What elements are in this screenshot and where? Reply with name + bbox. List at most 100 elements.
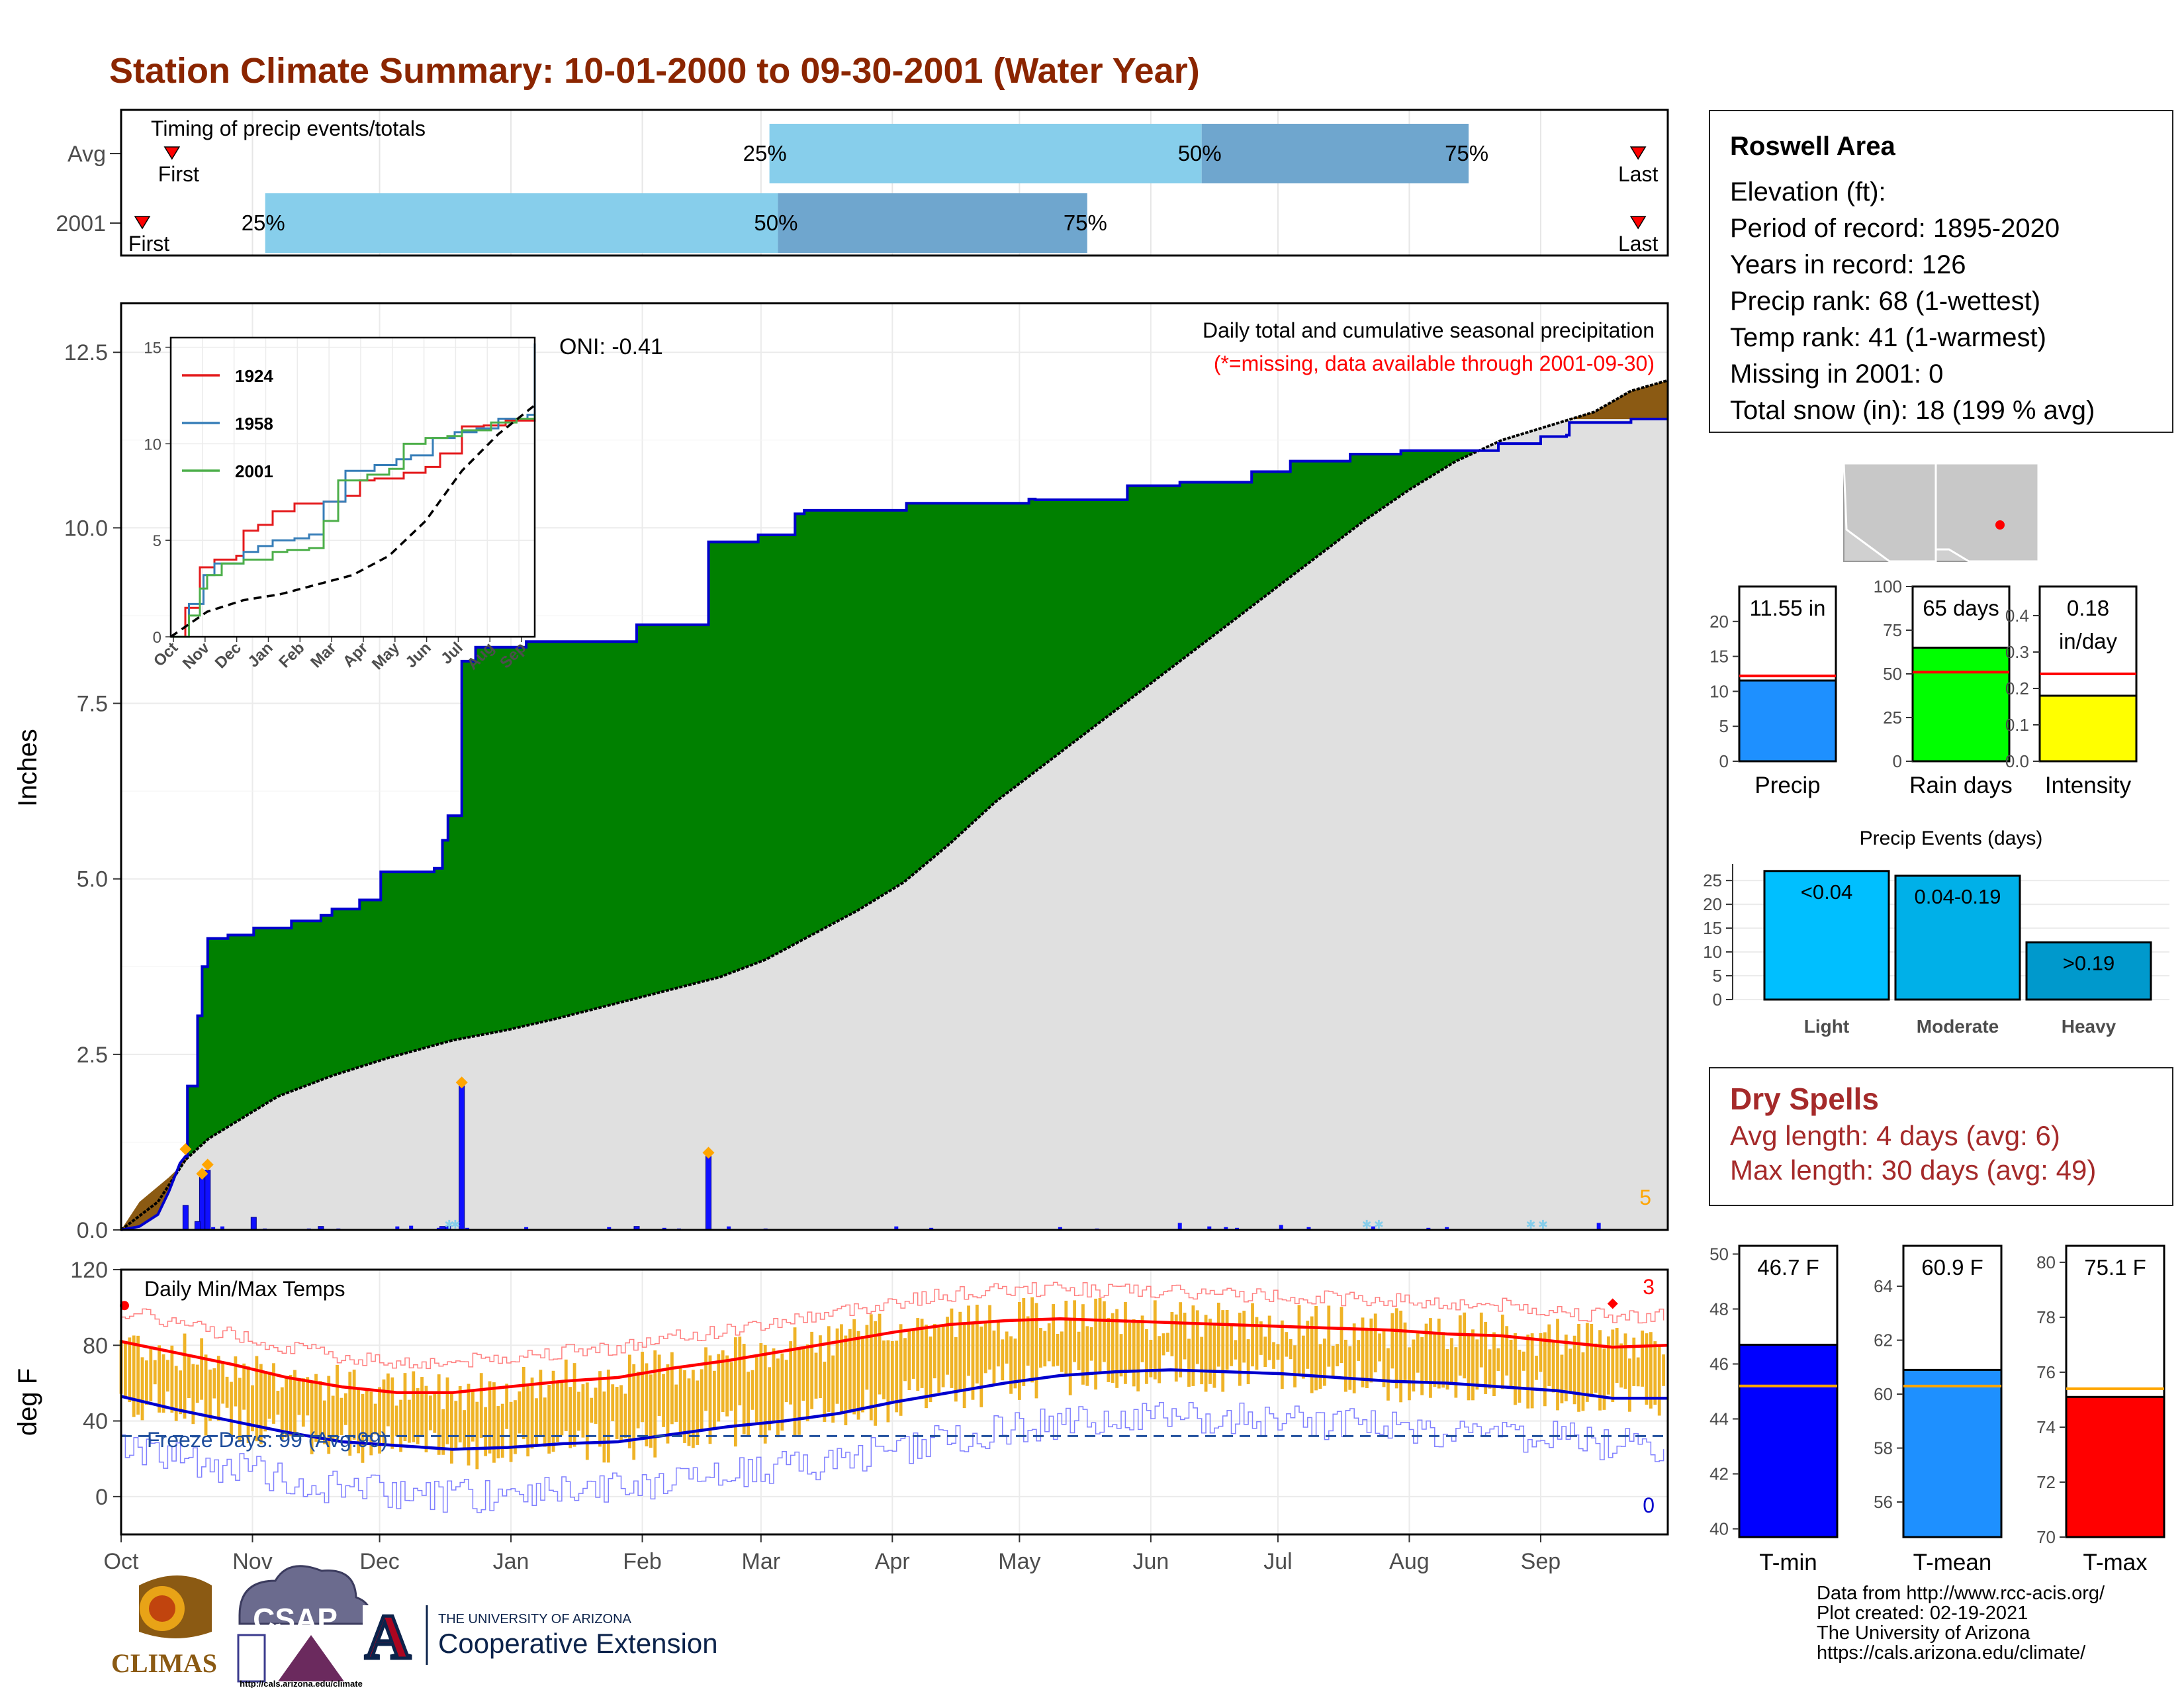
daily-temp-bar	[1187, 1338, 1191, 1387]
daily-temp-bar	[1594, 1343, 1598, 1393]
daily-temp-bar	[886, 1340, 890, 1423]
daily-temp-bar	[556, 1382, 559, 1442]
inset-ytick-label: 5	[153, 532, 161, 550]
daily-temp-bar	[467, 1383, 471, 1466]
daily-temp-bar	[789, 1341, 793, 1405]
daily-temp-bar	[221, 1362, 225, 1404]
daily-temp-bar	[1373, 1313, 1377, 1373]
daily-temp-bar	[1158, 1336, 1161, 1383]
daily-temp-bar	[522, 1366, 525, 1440]
precip-events-title: Precip Events (days)	[1860, 827, 2043, 849]
daily-temp-bar	[827, 1326, 831, 1412]
daily-temp-bar	[632, 1364, 636, 1460]
summary-bar-ytick-label: 50	[1883, 664, 1902, 684]
daily-precip-bar-small	[1177, 1223, 1182, 1230]
daily-precip-bar	[182, 1205, 189, 1231]
timing-row-label: 2001	[56, 211, 106, 236]
daily-temp-bar	[577, 1391, 580, 1431]
daily-precip-bar-small	[607, 1227, 612, 1230]
precip-event-bar-heavy	[2025, 941, 2152, 1001]
dry-spells-avg: Avg length: 4 days (avg: 6)	[1730, 1120, 2060, 1151]
precip-event-value: >0.19	[2063, 952, 2115, 975]
station-years: Years in record: 126	[1730, 250, 1966, 279]
daily-temp-bar	[479, 1373, 483, 1438]
daily-temp-bar	[518, 1391, 522, 1434]
daily-temp-bar	[844, 1335, 848, 1426]
daily-temp-bar	[1424, 1323, 1428, 1383]
daily-temp-bar	[399, 1399, 402, 1452]
daily-temp-bar	[1318, 1344, 1322, 1389]
temp-bar-t-max	[2065, 1395, 2165, 1538]
daily-temp-bar	[1463, 1312, 1467, 1379]
daily-temp-bar	[416, 1388, 420, 1444]
precip-caption: Daily total and cumulative seasonal prec…	[1203, 318, 1655, 342]
daily-temp-bar	[1128, 1323, 1132, 1370]
daily-temp-bar	[1094, 1298, 1098, 1390]
daily-temp-bar	[564, 1359, 568, 1431]
daily-temp-bar	[280, 1387, 284, 1440]
daily-temp-bar	[1606, 1336, 1610, 1395]
daily-temp-bar	[1343, 1339, 1347, 1392]
precip-events-ytick-label: 0	[1713, 990, 1722, 1009]
daily-temp-bar	[1623, 1333, 1627, 1389]
month-label: Jul	[1263, 1549, 1292, 1574]
summary-bar-precip	[1738, 679, 1837, 763]
timing-bar-25-50	[769, 124, 1202, 183]
daily-temp-bar	[1632, 1337, 1636, 1386]
daily-temp-bar	[819, 1335, 822, 1399]
daily-temp-bar	[132, 1335, 136, 1417]
record-min-line	[121, 1402, 1664, 1513]
daily-temp-bar	[234, 1356, 238, 1407]
daily-temp-bar	[725, 1355, 729, 1417]
daily-temp-bar	[1437, 1318, 1441, 1389]
daily-temp-bar	[1365, 1327, 1369, 1388]
dry-spells-box: Dry Spells Avg length: 4 days (avg: 6) M…	[1709, 1067, 2173, 1206]
ua-logo-line2: Cooperative Extension	[438, 1628, 718, 1659]
temp-bar-value: 46.7 F	[1757, 1255, 1819, 1280]
daily-temp-bar	[606, 1370, 610, 1463]
daily-temp-bar	[941, 1324, 945, 1387]
temp-ytick-label: 0	[95, 1485, 108, 1510]
daily-temp-bar	[861, 1336, 864, 1413]
summary-bar-value: 0.18	[2067, 596, 2109, 620]
daily-temp-bar	[1488, 1349, 1492, 1389]
daily-temp-bar	[187, 1356, 191, 1399]
daily-temp-bar	[954, 1336, 958, 1402]
daily-temp-bar	[343, 1393, 347, 1425]
summary-bar-ytick-label: 0.3	[2005, 642, 2029, 662]
daily-temp-bar	[793, 1327, 797, 1437]
precip-events-chart: Precip Events (days) 0 5 10 15 20 25 <0.04 Light…	[1703, 827, 2169, 1037]
daily-temp-bar	[878, 1313, 882, 1395]
daily-temp-bar	[810, 1331, 814, 1409]
deficit-area-late	[1569, 380, 1668, 419]
daily-temp-bar	[627, 1354, 631, 1448]
precip-ytick-label: 2.5	[77, 1043, 108, 1068]
daily-temp-bar	[1484, 1321, 1488, 1394]
temp-bar-ytick-label: 78	[2036, 1307, 2056, 1327]
daily-temp-bar	[569, 1387, 572, 1448]
daily-temp-bar	[1314, 1305, 1318, 1391]
temp-bar-ytick-label: 42	[1709, 1464, 1729, 1484]
daily-temp-bar	[1153, 1300, 1157, 1380]
temp-bar-ytick-label: 56	[1874, 1492, 1893, 1512]
daily-temp-bar	[1420, 1337, 1424, 1395]
daily-temp-bar	[195, 1364, 199, 1403]
daily-precip-bar	[705, 1156, 712, 1231]
daily-precip-bar-small	[894, 1226, 899, 1230]
daily-temp-bar	[1496, 1348, 1500, 1371]
ua-logo-mark: A	[365, 1601, 410, 1672]
daily-temp-bar	[1585, 1323, 1589, 1402]
daily-temp-bar	[145, 1360, 148, 1405]
daily-temp-bar	[183, 1333, 187, 1419]
daily-temp-bar	[1458, 1315, 1462, 1376]
temp-bar-label: T-max	[2083, 1550, 2148, 1575]
daily-temp-bar	[1161, 1333, 1165, 1356]
daily-temp-bar	[1255, 1317, 1259, 1370]
month-label: May	[998, 1549, 1040, 1574]
summary-bar-label: Precip	[1754, 773, 1820, 798]
daily-temp-bar	[971, 1322, 975, 1400]
daily-temp-bar	[1081, 1304, 1085, 1385]
daily-temp-bar	[251, 1385, 254, 1432]
daily-temp-bar	[293, 1370, 296, 1434]
